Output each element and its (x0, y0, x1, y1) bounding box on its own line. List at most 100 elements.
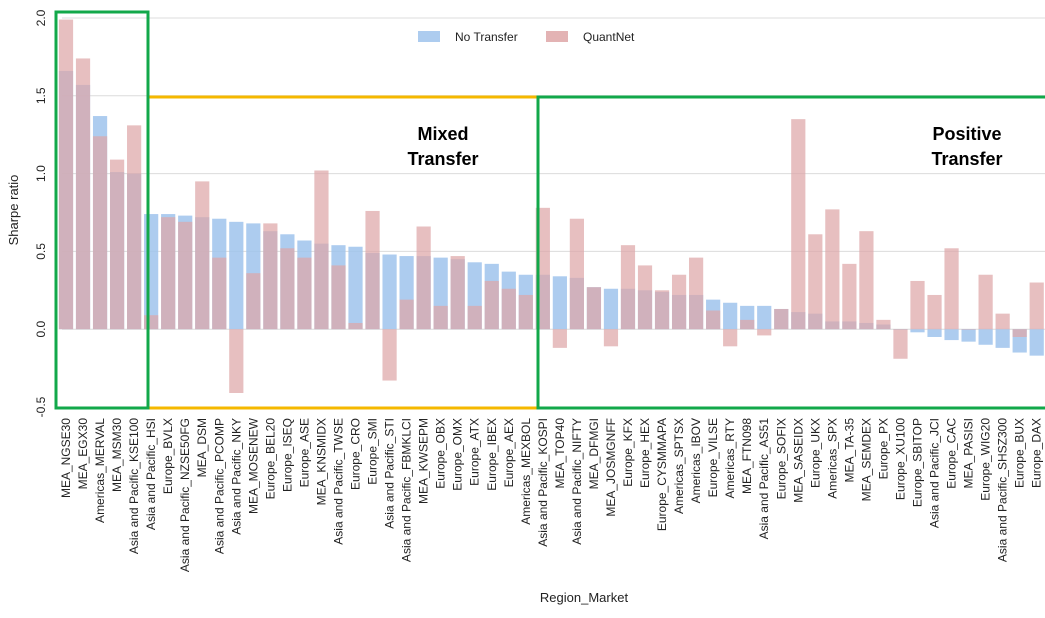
x-tick-label: Americas_MEXBOL (519, 418, 533, 525)
x-tick-label: Europe_SOFIX (774, 418, 788, 499)
legend-label: QuantNet (583, 30, 635, 44)
region-box (148, 95, 538, 410)
x-tick-label: Europe_CRO (349, 418, 363, 490)
bar-quantnet (229, 329, 244, 393)
y-tick-label: -0.5 (34, 396, 48, 417)
x-tick-label: MEA_JOSMGNFF (604, 418, 618, 517)
bar-quantnet (263, 223, 278, 330)
bar-quantnet (654, 290, 670, 330)
bar-quantnet (586, 287, 602, 330)
bar-quantnet (433, 305, 448, 330)
x-tick-label: Americas_SPTSX (672, 418, 686, 514)
x-tick-label: Asia and Pacific_AS51 (757, 418, 771, 540)
region-boxes: Mixed Transfer Positive Transfer (54, 10, 1045, 410)
x-tick-label: MEA_FTN098 (740, 418, 754, 494)
bar-quantnet (58, 19, 74, 330)
bar-no-transfer (995, 329, 1010, 348)
x-axis-label: Region_Market (540, 590, 629, 605)
x-tick-label: Europe_ASE (297, 418, 311, 487)
bar-quantnet (92, 136, 108, 330)
x-tick-label: Americas_SPX (825, 418, 839, 499)
annotation-label: Transfer (931, 149, 1002, 169)
annotation-label: Mixed (417, 124, 468, 144)
x-tick-label: Americas_MERVAL (93, 418, 107, 523)
x-tick-label: Europe_OMX (451, 418, 465, 491)
x-tick-label: Europe_PX (876, 418, 890, 479)
bar-quantnet (144, 315, 159, 330)
x-tick-label: Asia and Pacific_KOSPI (536, 418, 550, 547)
bar-quantnet (280, 248, 295, 330)
legend-swatch (418, 31, 440, 42)
bar-no-transfer (961, 329, 976, 342)
bar-quantnet (501, 288, 516, 330)
x-tick-label: Asia and Pacific_STI (383, 418, 397, 529)
x-tick-label: MEA_MOSENEW (246, 417, 260, 514)
bar-quantnet (518, 294, 533, 330)
y-tick-label: 1.0 (34, 165, 48, 182)
bar-quantnet (75, 58, 91, 330)
bar-no-transfer (348, 246, 363, 330)
bars (58, 19, 1044, 393)
x-tick-label: Europe_SBITOP (911, 418, 925, 507)
bar-quantnet (825, 209, 840, 330)
bar-no-transfer (944, 329, 959, 341)
x-tick-label: MEA_SASEIDX (791, 418, 805, 503)
bar-quantnet (1029, 282, 1044, 330)
bar-quantnet (314, 170, 329, 330)
bar-quantnet (195, 181, 210, 330)
bar-no-transfer (144, 214, 159, 330)
x-tick-label: Europe_AEX (502, 418, 516, 487)
x-tick-label: MEA_TOP40 (553, 418, 567, 489)
bar-quantnet (399, 299, 414, 330)
bar-quantnet (365, 210, 380, 330)
x-tick-label: Europe_HEX (638, 418, 652, 488)
bar-quantnet (808, 234, 823, 330)
bar-no-transfer (229, 221, 244, 330)
x-tick-label: MEA_EGX30 (76, 418, 90, 490)
x-tick-label: Asia and Pacific_FBMKLCI (400, 418, 414, 562)
y-tick-label: 1.5 (34, 87, 48, 104)
x-tick-label: Europe_CYSMMAPA (655, 418, 669, 531)
bar-quantnet (569, 218, 584, 330)
x-tick-label: Europe_XU100 (893, 418, 907, 500)
x-tick-label: Asia and Pacific_KSE100 (127, 418, 141, 554)
bar-quantnet (944, 248, 959, 330)
bar-quantnet (671, 274, 687, 330)
bar-quantnet (978, 274, 993, 330)
bar-quantnet (740, 319, 755, 330)
bar-quantnet (757, 329, 772, 336)
region-box (54, 10, 150, 410)
bar-quantnet (416, 226, 431, 330)
x-tick-label: Americas_RTY (723, 418, 737, 498)
x-tick-label: MEA_DSM (195, 418, 209, 477)
x-tick-label: Europe_KFX (621, 418, 635, 487)
x-tick-label: MEA_PASISI (962, 418, 976, 488)
bar-quantnet (791, 119, 806, 330)
bar-quantnet (127, 125, 142, 330)
x-tick-label: Europe_BVLX (161, 418, 175, 494)
x-tick-label: Europe_VILSE (706, 418, 720, 497)
bar-quantnet (297, 257, 312, 330)
x-tick-label: Europe_CAC (945, 418, 959, 489)
bar-quantnet (246, 273, 261, 330)
bar-quantnet (927, 294, 942, 330)
bar-quantnet (961, 329, 976, 330)
y-tick-label: 0.0 (34, 321, 48, 338)
bar-quantnet (774, 308, 789, 330)
x-tick-label: MEA_NGSE30 (59, 418, 73, 498)
x-tick-label: Europe_ISEQ (280, 418, 294, 492)
bar-quantnet (1012, 329, 1027, 337)
x-tick-label: Europe_SMI (366, 418, 380, 485)
x-tick-label: Asia and Pacific_NIFTY (570, 418, 584, 545)
bar-quantnet (212, 257, 227, 330)
x-tick-labels: MEA_NGSE30 MEA_EGX30 Americas_MERVAL MEA_MS… (59, 417, 1044, 572)
bar-no-transfer (927, 329, 942, 337)
bar-quantnet (876, 319, 891, 330)
bar-no-transfer (603, 288, 619, 330)
x-tick-label: Asia and Pacific_TWSE (331, 418, 345, 545)
bar-no-transfer (382, 254, 397, 330)
bar-quantnet (842, 263, 857, 330)
x-tick-label: Europe_OBX (434, 418, 448, 489)
